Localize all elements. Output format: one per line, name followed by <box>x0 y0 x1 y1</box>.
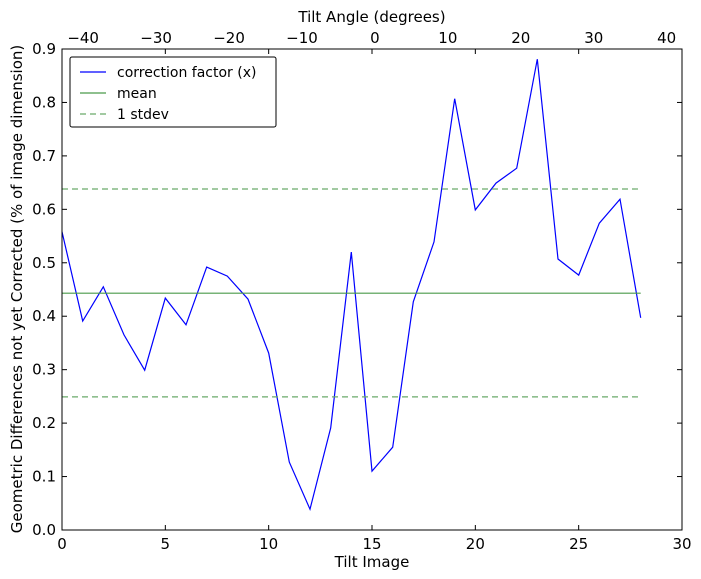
top-x-tick-label: −20 <box>213 29 245 47</box>
y-tick-label: 0.4 <box>32 307 56 325</box>
y-tick-label: 0.3 <box>32 361 56 379</box>
top-x-tick-label: 40 <box>657 29 676 47</box>
y-tick-label: 0.6 <box>32 200 56 218</box>
x-tick-label: 30 <box>672 535 691 553</box>
y-tick-label: 0.1 <box>32 468 56 486</box>
y-tick-label: 0.7 <box>32 147 56 165</box>
x-axis-label: Tilt Image <box>334 553 410 571</box>
series-line-0 <box>61 59 642 512</box>
top-x-tick-label: −30 <box>140 29 172 47</box>
x-tick-label: 20 <box>466 535 485 553</box>
x-tick-label: 15 <box>362 535 381 553</box>
x-tick-label: 10 <box>259 535 278 553</box>
top-x-axis-label: Tilt Angle (degrees) <box>297 8 445 26</box>
x-tick-label: 0 <box>57 535 67 553</box>
y-tick-label: 0.9 <box>32 40 56 58</box>
x-tick-label: 5 <box>161 535 171 553</box>
y-tick-label: 0.5 <box>32 254 56 272</box>
top-x-tick-label: −40 <box>67 29 99 47</box>
legend-label: correction factor (x) <box>117 65 256 81</box>
y-tick-label: 0.0 <box>32 521 56 539</box>
legend-label: 1 stdev <box>117 107 169 123</box>
x-tick-label: 25 <box>569 535 588 553</box>
y-tick-label: 0.8 <box>32 93 56 111</box>
legend: correction factor (x) mean 1 stdev <box>69 56 277 128</box>
top-x-tick-label: 30 <box>584 29 603 47</box>
top-x-tick-label: 0 <box>370 29 380 47</box>
top-x-tick-label: 10 <box>438 29 457 47</box>
legend-box <box>69 56 277 128</box>
y-tick-label: 0.2 <box>32 414 56 432</box>
top-x-tick-label: −10 <box>286 29 318 47</box>
y-axis-label: Geometric Differences not yet Corrected … <box>8 45 26 534</box>
legend-label: mean <box>117 86 157 102</box>
top-x-tick-label: 20 <box>511 29 530 47</box>
